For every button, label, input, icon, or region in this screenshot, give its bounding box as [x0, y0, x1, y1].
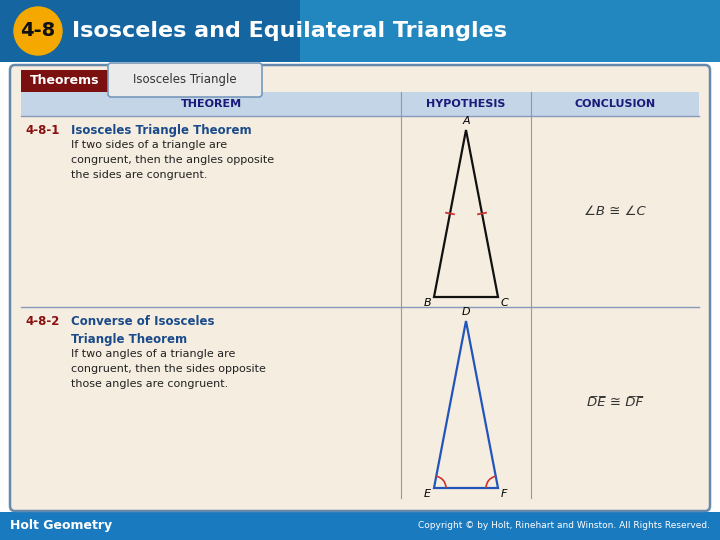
Text: Theorems: Theorems	[30, 75, 100, 87]
Text: Isosceles Triangle: Isosceles Triangle	[133, 73, 237, 86]
Text: CONCLUSION: CONCLUSION	[575, 99, 656, 109]
FancyBboxPatch shape	[300, 0, 720, 62]
FancyBboxPatch shape	[108, 63, 262, 97]
Circle shape	[14, 7, 62, 55]
Text: Isosceles and Equilateral Triangles: Isosceles and Equilateral Triangles	[72, 21, 507, 41]
Text: C: C	[501, 298, 509, 308]
Text: Converse of Isosceles
Triangle Theorem: Converse of Isosceles Triangle Theorem	[71, 315, 215, 346]
FancyBboxPatch shape	[21, 92, 699, 116]
Text: 4-8-1: 4-8-1	[25, 124, 59, 137]
Text: D̅E̅ ≅ D̅F̅: D̅E̅ ≅ D̅F̅	[587, 396, 643, 409]
Text: B: B	[423, 298, 431, 308]
Text: Isosceles Triangle Theorem: Isosceles Triangle Theorem	[71, 124, 251, 137]
Text: A: A	[462, 116, 470, 126]
Text: E: E	[424, 489, 431, 499]
FancyBboxPatch shape	[21, 70, 109, 92]
Text: 4-8-2: 4-8-2	[25, 315, 59, 328]
Text: F: F	[501, 489, 508, 499]
FancyBboxPatch shape	[0, 0, 720, 62]
Text: If two sides of a triangle are
congruent, then the angles opposite
the sides are: If two sides of a triangle are congruent…	[71, 140, 274, 180]
Text: Holt Geometry: Holt Geometry	[10, 519, 112, 532]
FancyBboxPatch shape	[10, 65, 710, 511]
Text: If two angles of a triangle are
congruent, then the sides opposite
those angles : If two angles of a triangle are congruen…	[71, 349, 266, 389]
Text: 4-8: 4-8	[20, 22, 55, 40]
Text: D: D	[462, 307, 470, 317]
FancyBboxPatch shape	[0, 512, 720, 540]
Text: THEOREM: THEOREM	[181, 99, 242, 109]
Text: HYPOTHESIS: HYPOTHESIS	[426, 99, 505, 109]
Text: Copyright © by Holt, Rinehart and Winston. All Rights Reserved.: Copyright © by Holt, Rinehart and Winsto…	[418, 522, 710, 530]
Text: ∠B ≅ ∠C: ∠B ≅ ∠C	[584, 205, 646, 218]
